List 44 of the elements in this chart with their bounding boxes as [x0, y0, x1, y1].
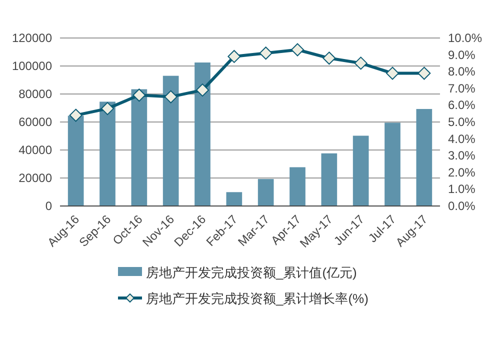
bar: [226, 192, 242, 206]
y2-tick-label: 1.0%: [448, 182, 476, 196]
y2-tick-label: 6.0%: [448, 98, 476, 112]
bar: [131, 89, 148, 206]
y2-tick-label: 8.0%: [448, 64, 476, 79]
point: [354, 56, 368, 70]
y2-tick-label: 10.0%: [448, 31, 482, 45]
y-tick-label: 80000: [18, 87, 52, 101]
point: [228, 50, 241, 63]
bar: [416, 108, 432, 206]
y2-tick-label: 0.0%: [448, 199, 476, 213]
bar: [100, 102, 116, 206]
bar: [384, 122, 400, 206]
point: [164, 90, 178, 104]
legend-label: 房地产开发完成投资额_累计增长率(%): [146, 291, 368, 306]
point: [196, 84, 209, 97]
bar: [321, 153, 338, 206]
y2-tick-label: 5.0%: [448, 115, 476, 129]
bar: [290, 167, 306, 206]
point: [418, 66, 431, 80]
y2-tick-label: 4.0%: [448, 132, 476, 146]
legend-label: 房地产开发完成投资额_累计值(亿元): [146, 265, 357, 280]
y2-tick-label: 9.0%: [448, 48, 476, 62]
point: [101, 102, 114, 116]
y-tick-label: 20000: [18, 171, 52, 185]
point: [69, 108, 82, 122]
point: [322, 52, 336, 65]
bar: [162, 76, 179, 206]
y2-tick-label: 7.0%: [448, 81, 476, 96]
y-tick-label: 100000: [12, 59, 52, 73]
point: [291, 43, 304, 56]
bar: [68, 116, 84, 206]
bar: [352, 136, 369, 206]
y-tick-label: 0: [45, 199, 52, 213]
y-tick-label: 120000: [12, 31, 52, 45]
y-tick-label: 60000: [18, 115, 52, 129]
bar: [194, 62, 210, 206]
y-tick-label: 40000: [18, 143, 52, 157]
y2-tick-label: 3.0%: [448, 148, 476, 163]
point: [132, 88, 146, 102]
bar: [258, 178, 274, 206]
y2-tick-label: 2.0%: [448, 165, 476, 180]
point: [259, 46, 272, 60]
point: [386, 66, 399, 80]
